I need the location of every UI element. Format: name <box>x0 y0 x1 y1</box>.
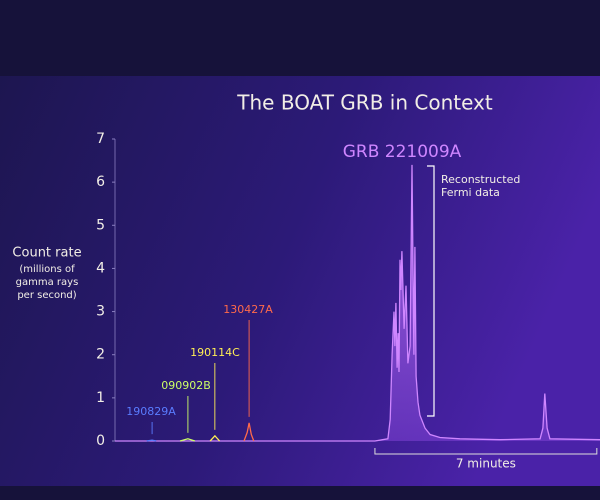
fermi-bracket <box>427 165 435 417</box>
y-tick-label: 5 <box>96 217 105 233</box>
annotation: Fermi data <box>441 186 500 199</box>
y-axis-note: per second) <box>17 290 76 301</box>
y-tick-label: 3 <box>96 304 105 320</box>
y-axis-note: gamma rays <box>16 277 79 288</box>
series-label: 190114C <box>190 346 240 359</box>
line <box>146 439 157 442</box>
y-tick-label: 0 <box>96 433 105 449</box>
line <box>209 434 221 442</box>
y-tick-label: 7 <box>96 131 105 147</box>
y-axis-label: Count rate <box>12 246 81 261</box>
annotation: Reconstructed <box>441 173 520 186</box>
line <box>179 438 196 442</box>
series-label: GRB 221009A <box>343 142 462 162</box>
series-label: 130427A <box>223 303 273 316</box>
y-tick-label: 6 <box>96 174 105 190</box>
series-label: 090902B <box>161 379 211 392</box>
y-tick-label: 4 <box>96 260 105 276</box>
y-tick-label: 1 <box>96 390 105 406</box>
series-label: 190829A <box>126 405 176 418</box>
panel <box>0 76 600 486</box>
scale-bar <box>374 448 598 455</box>
chart-title: The BOAT GRB in Context <box>236 91 493 115</box>
line <box>115 164 600 442</box>
y-tick-label: 2 <box>96 347 105 363</box>
y-axis-note: (millions of <box>19 264 75 275</box>
scale-bar-label: 7 minutes <box>456 457 516 471</box>
line <box>243 422 255 442</box>
